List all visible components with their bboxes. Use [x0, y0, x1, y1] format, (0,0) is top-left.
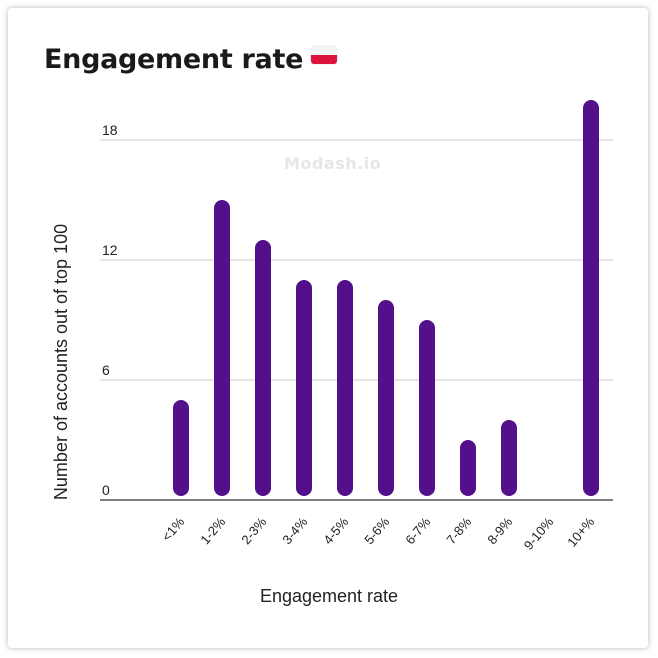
bar	[296, 280, 312, 496]
bar	[460, 440, 476, 496]
flag-poland-icon	[311, 46, 338, 64]
watermark: Modash.io	[284, 154, 382, 173]
y-tick-labels: 0 6 12 18	[102, 122, 118, 498]
gridlines	[100, 139, 613, 381]
x-tick-label: 5-6%	[361, 514, 392, 547]
x-tick-label: <1%	[159, 514, 188, 544]
x-tick-label: 4-5%	[320, 514, 351, 547]
x-tick-label: 8-9%	[484, 514, 515, 547]
bar	[378, 300, 394, 496]
y-tick-label: 12	[102, 242, 118, 258]
y-tick-label: 0	[102, 482, 110, 498]
chart-card	[8, 8, 648, 648]
bars	[173, 100, 599, 496]
bar	[214, 200, 230, 496]
x-tick-label: 2-3%	[238, 514, 269, 547]
x-axis-title: Engagement rate	[260, 586, 398, 606]
y-tick-label: 18	[102, 122, 118, 138]
x-tick-labels: <1% 1-2% 2-3% 3-4% 4-5% 5-6% 6-7% 7-8% 8-9% 9-10%…	[159, 514, 598, 553]
chart-title: Engagement rate	[44, 44, 304, 75]
chart-title-row: Engagement rate	[44, 44, 338, 75]
x-tick-label: 1-2%	[197, 514, 228, 547]
x-tick-label: 6-7%	[402, 514, 433, 547]
bar	[419, 320, 435, 496]
bar	[501, 420, 517, 496]
x-tick-label: 9-10%	[521, 514, 557, 553]
x-tick-label: 3-4%	[279, 514, 310, 547]
y-axis-title: Number of accounts out of top 100	[51, 224, 71, 500]
x-tick-label: 7-8%	[443, 514, 474, 547]
y-tick-label: 6	[102, 362, 110, 378]
bar	[255, 240, 271, 496]
bar	[583, 100, 599, 496]
bar	[173, 400, 189, 496]
bar	[337, 280, 353, 496]
x-tick-label: 10+%	[564, 514, 597, 550]
